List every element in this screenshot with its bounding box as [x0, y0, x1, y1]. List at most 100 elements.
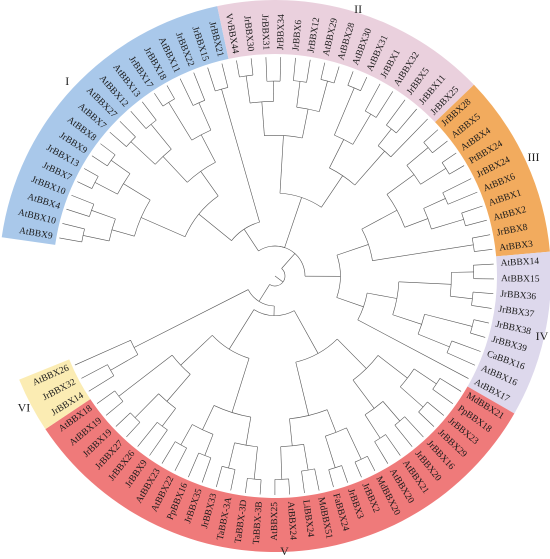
branch-line — [325, 436, 336, 468]
branch-arc — [295, 338, 338, 363]
branch-line — [329, 139, 345, 169]
branch-line — [404, 218, 428, 228]
branch-line — [449, 165, 465, 175]
branch-arc — [117, 173, 131, 195]
branch-line — [259, 479, 262, 495]
branch-arc — [175, 441, 187, 449]
branch-arc — [114, 390, 124, 402]
branch-arc — [191, 129, 212, 141]
branch-line — [423, 198, 446, 209]
branch-line — [149, 429, 168, 456]
branch-line — [253, 446, 258, 480]
branch-line — [130, 110, 147, 129]
branch-line — [91, 210, 116, 220]
branch-arc — [192, 100, 205, 106]
group-sector-III — [435, 84, 550, 257]
branch-line — [432, 389, 454, 405]
branch-line — [382, 401, 401, 422]
branch-arc — [354, 455, 368, 463]
branch-arc — [394, 416, 405, 426]
branch-line — [336, 297, 364, 308]
branch-line — [471, 305, 492, 309]
branch-line — [427, 401, 445, 416]
branch-line — [110, 354, 139, 371]
branch-arc — [221, 466, 236, 470]
branch-line — [314, 468, 320, 491]
branch-line — [279, 57, 282, 82]
branch-line — [367, 292, 397, 299]
branch-line — [394, 424, 413, 447]
group-label-VI: VI — [18, 401, 31, 415]
branch-arc — [157, 422, 168, 431]
branch-arc — [374, 434, 386, 442]
branch-line — [279, 135, 284, 194]
branch-line — [417, 333, 450, 348]
leaf-label: AtBBX25 — [270, 502, 280, 541]
branch-line — [230, 469, 236, 491]
branch-arc — [320, 79, 335, 84]
branch-line — [137, 422, 158, 447]
branch-line — [258, 284, 270, 302]
branch-arc — [130, 340, 139, 355]
branch-line — [200, 134, 216, 163]
branch-line — [441, 152, 457, 163]
branch-arc — [198, 452, 211, 459]
branch-line — [447, 191, 478, 205]
group-label-III: III — [528, 150, 540, 164]
branch-line — [364, 83, 381, 112]
branch-line — [372, 244, 474, 261]
branch-line — [66, 208, 90, 217]
branch-line — [111, 229, 135, 237]
branch-line — [150, 124, 172, 150]
branch-line — [162, 156, 188, 183]
branch-arc — [247, 477, 262, 480]
branch-line — [134, 393, 159, 418]
group-label-IV: IV — [536, 329, 549, 343]
group-label-I: I — [65, 74, 69, 88]
branch-line — [115, 412, 131, 427]
branch-line — [470, 332, 486, 338]
branch-line — [88, 375, 115, 392]
branch-line — [319, 81, 328, 112]
branch-line — [461, 205, 483, 214]
branch-line — [296, 81, 301, 108]
branch-line — [341, 465, 348, 483]
branch-line — [446, 352, 476, 366]
branch-line — [451, 340, 481, 352]
branch-line — [336, 244, 369, 256]
branch-line — [473, 263, 494, 266]
branch-line — [161, 441, 176, 464]
branch-line — [442, 178, 472, 193]
branch-line — [231, 358, 250, 413]
leaf-label: AtBBX15 — [501, 274, 540, 285]
group-label-V: V — [280, 544, 289, 558]
branch-line — [130, 141, 156, 165]
branch-line — [202, 405, 215, 430]
branch-arc — [423, 142, 433, 153]
branch-line — [198, 213, 232, 241]
branch-line — [377, 128, 392, 146]
branch-line — [334, 87, 355, 136]
branch-line — [245, 417, 252, 446]
branch-arc — [347, 85, 361, 91]
branch-line — [62, 223, 85, 230]
branch-line — [228, 309, 255, 350]
branch-line — [243, 229, 259, 252]
branch-line — [385, 434, 401, 456]
branch-arc — [108, 218, 116, 241]
leaf-label: JrBBX30 — [241, 15, 255, 52]
branch-line — [261, 101, 265, 136]
branch-line — [84, 168, 99, 177]
branch-line — [374, 441, 389, 464]
branch-line — [133, 289, 249, 348]
branch-line — [347, 71, 354, 86]
branch-line — [354, 150, 385, 186]
branch-arc — [432, 378, 441, 390]
leaf-label: JrBBX36 — [500, 289, 537, 302]
branch-arc — [234, 442, 258, 448]
branch-line — [245, 478, 248, 494]
branch-line — [326, 409, 337, 433]
